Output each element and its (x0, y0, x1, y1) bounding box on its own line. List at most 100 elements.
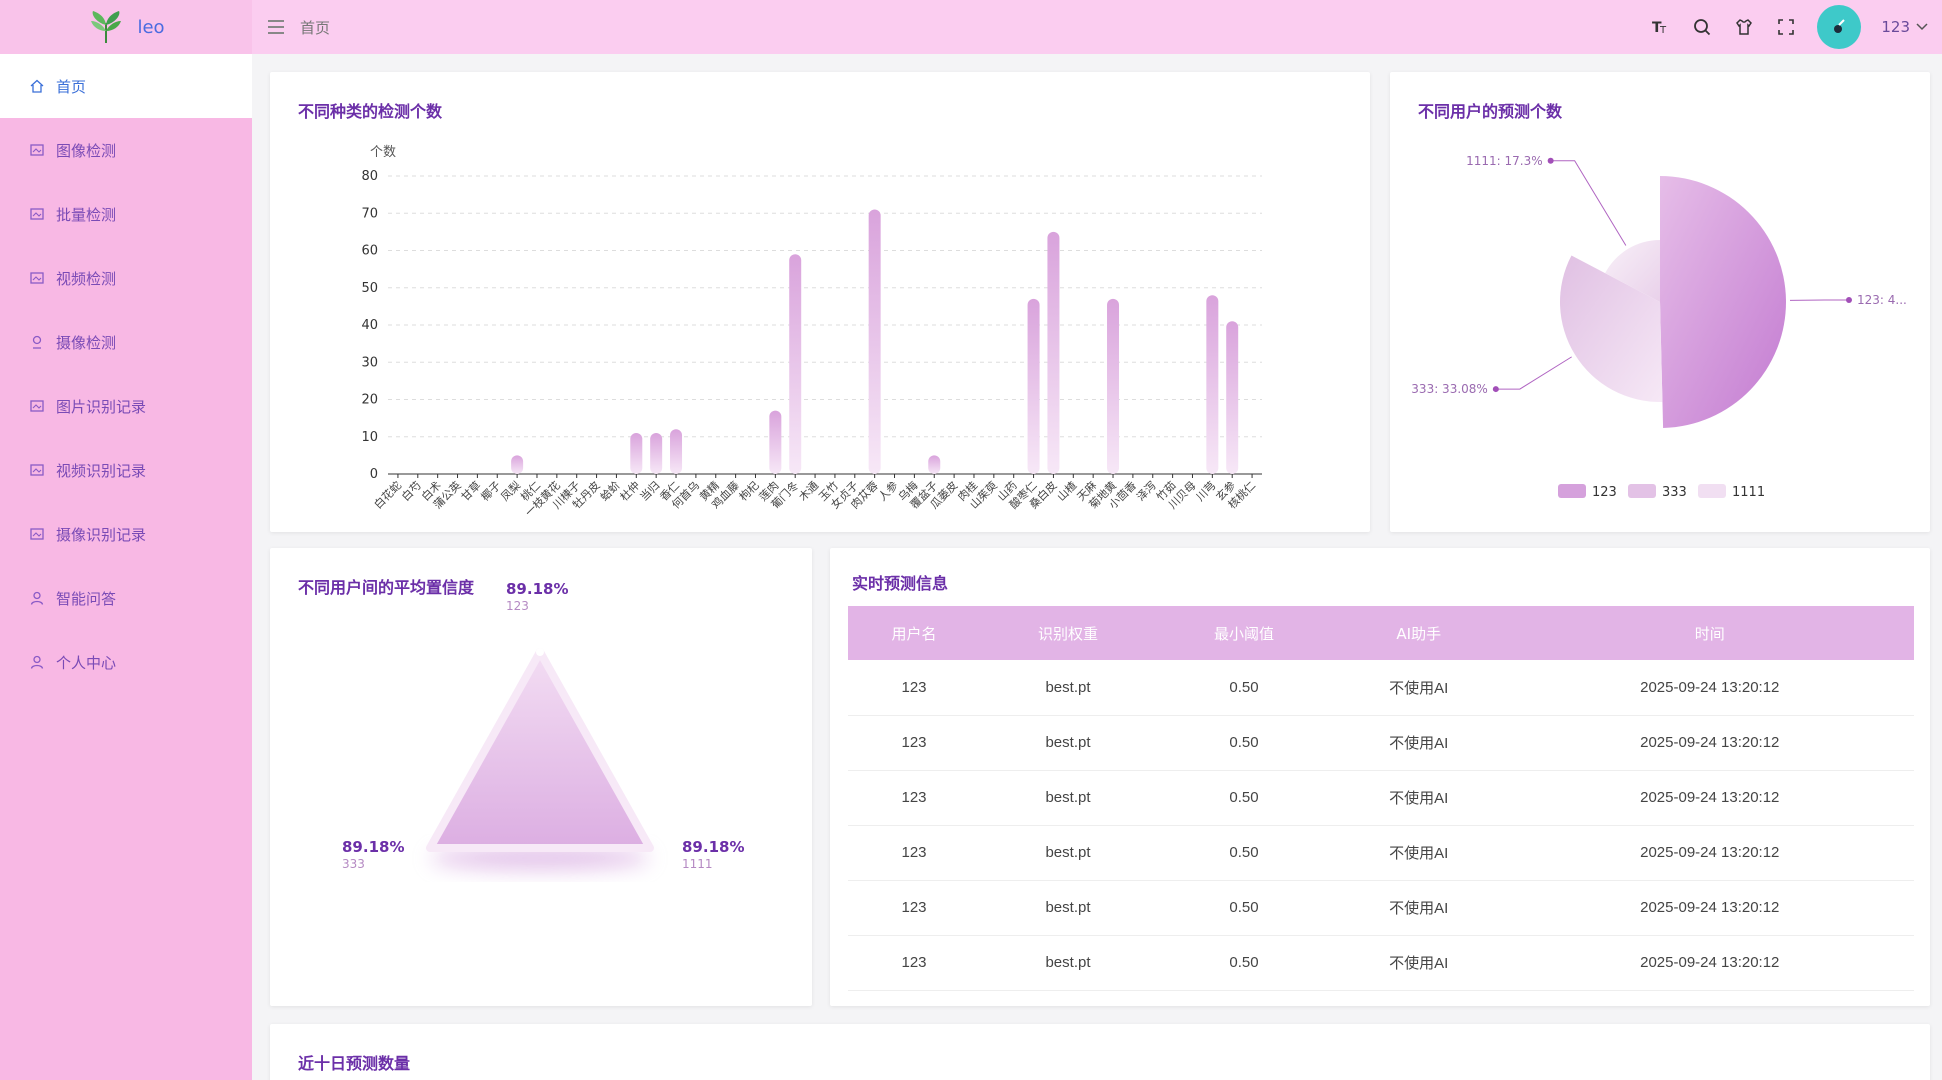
radar-point[interactable] (536, 648, 544, 656)
legend-swatch[interactable] (1558, 484, 1586, 498)
column-header[interactable]: 最小阈值 (1155, 606, 1332, 660)
legend-swatch[interactable] (1698, 484, 1726, 498)
column-header[interactable]: 识别权重 (980, 606, 1156, 660)
bar[interactable] (928, 455, 941, 474)
pie-chart-card: 不同用户的预测个数 123: 4... 333: 33.08% 1111: 17.3… (1390, 72, 1930, 532)
sidebar-item-6[interactable]: 视频识别记录 (0, 438, 252, 502)
sidebar-item-label: 视频识别记录 (56, 461, 147, 480)
sidebar-item-label: 批量检测 (56, 205, 117, 224)
sidebar-item-label: 摄像检测 (56, 333, 117, 352)
x-tick-label: 泽泻 (1134, 479, 1159, 504)
table-cell: best.pt (980, 715, 1156, 771)
radar-user-label: 123 (506, 599, 529, 613)
table-row[interactable]: 123 best.pt 0.50 不使用AI 2025-09-24 13:20:12 (848, 770, 1914, 826)
logo[interactable]: leo (0, 0, 252, 54)
pie-leader-dot (1845, 296, 1852, 303)
table-row[interactable]: 123 best.pt 0.50 不使用AI 2025-09-24 13:20:12 (848, 660, 1914, 716)
table-cell: 不使用AI (1331, 935, 1506, 991)
radar-chart-title: 不同用户间的平均置信度 (298, 578, 475, 597)
column-header[interactable]: AI助手 (1331, 606, 1506, 660)
pie-slice[interactable] (1605, 240, 1660, 302)
x-tick-label: 白芍 (398, 478, 423, 503)
x-tick-label: 凤梨 (498, 478, 523, 503)
column-header[interactable]: 时间 (1505, 606, 1914, 660)
y-tick-label: 80 (361, 169, 378, 184)
bar[interactable] (1226, 321, 1239, 474)
x-tick-label: 木通 (796, 479, 821, 504)
leaf-logo-icon (91, 11, 122, 43)
bar[interactable] (1047, 231, 1060, 474)
bar[interactable] (789, 254, 802, 474)
chevron-down-icon (1916, 23, 1928, 31)
sidebar-item-1[interactable]: 图像检测 (0, 118, 252, 182)
home-icon (30, 79, 44, 93)
radar-user-label: 333 (342, 857, 365, 871)
bar[interactable] (650, 433, 663, 474)
svg-text:T: T (1652, 20, 1662, 36)
sidebar-item-9[interactable]: 个人中心 (0, 630, 252, 694)
x-tick-label: 蛤蚧 (597, 478, 622, 503)
bar[interactable] (630, 433, 643, 474)
bar-chart: 个数01020304050607080白花蛇白芍白术蒲公英甘草椰子凤梨桃仁一枝黄… (361, 145, 1262, 519)
sidebar-item-8[interactable]: 智能问答 (0, 566, 252, 630)
pie-slice[interactable] (1660, 176, 1786, 428)
ten-day-title: 近十日预测数量 (298, 1054, 411, 1073)
user-icon (30, 655, 44, 669)
table-row[interactable]: 123 best.pt 0.50 不使用AI 2025-09-24 13:20:12 (848, 715, 1914, 771)
column-header[interactable]: 用户名 (848, 606, 980, 660)
table-cell: 2025-09-24 13:20:12 (1505, 770, 1914, 826)
y-axis-label: 个数 (370, 145, 396, 160)
bar[interactable] (769, 410, 782, 474)
bar[interactable] (1206, 295, 1219, 474)
table-cell: 不使用AI (1331, 660, 1506, 716)
prediction-table: 用户名 识别权重 最小阈值 AI助手 时间 123 best.pt 0.50 不使用AI 202… (848, 606, 1914, 991)
radar-chart-card: 不同用户间的平均置信度 89.18% 123 89.18% 333 89.18% 1111 (270, 548, 812, 1006)
bar[interactable] (1027, 298, 1040, 474)
theme-icon[interactable] (1733, 16, 1755, 38)
y-tick-label: 10 (361, 430, 378, 445)
bar[interactable] (511, 455, 524, 474)
legend-swatch[interactable] (1628, 484, 1656, 498)
bar[interactable] (1107, 298, 1120, 474)
bar[interactable] (868, 209, 881, 474)
pie-chart: 123: 4... 333: 33.08% 1111: 17.3% 123 333 111… (1411, 154, 1907, 500)
table-row[interactable]: 123 best.pt 0.50 不使用AI 2025-09-24 13:20:12 (848, 825, 1914, 881)
sidebar-item-3[interactable]: 视频检测 (0, 246, 252, 310)
ten-day-card: 近十日预测数量 (270, 1024, 1930, 1080)
sidebar-item-4[interactable]: 摄像检测 (0, 310, 252, 374)
sidebar-item-5[interactable]: 图片识别记录 (0, 374, 252, 438)
pie-leader-line (1495, 356, 1572, 390)
avatar-image-icon (1834, 19, 1846, 33)
pie-slice-label: 333: 33.08% (1411, 382, 1488, 396)
table-cell: 123 (848, 770, 980, 826)
sidebar-item-label: 智能问答 (56, 589, 117, 608)
table-cell: 0.50 (1155, 715, 1332, 771)
table-cell: best.pt (980, 935, 1156, 991)
sidebar-item-0[interactable]: 首页 (0, 54, 252, 118)
sidebar-item-2[interactable]: 批量检测 (0, 182, 252, 246)
table-row[interactable]: 123 best.pt 0.50 不使用AI 2025-09-24 13:20:12 (848, 880, 1914, 936)
table-body: 123 best.pt 0.50 不使用AI 2025-09-24 13:20:12 12… (848, 660, 1914, 991)
bar[interactable] (670, 429, 683, 474)
search-icon[interactable] (1691, 16, 1713, 38)
hamburger-menu-icon[interactable] (268, 20, 284, 34)
avatar[interactable] (1817, 5, 1862, 49)
radar-area[interactable] (426, 648, 654, 852)
sidebar-item-7[interactable]: 摄像识别记录 (0, 502, 252, 566)
pie-slice-label: 1111: 17.3% (1466, 154, 1543, 168)
x-tick-label: 甘草 (459, 479, 484, 504)
table-header-row: 用户名 识别权重 最小阈值 AI助手 时间 (848, 606, 1914, 660)
sidebar-item-label: 视频检测 (56, 269, 117, 288)
user-menu[interactable]: 123 (1881, 18, 1928, 36)
username: 123 (1881, 18, 1910, 36)
table-row[interactable]: 123 best.pt 0.50 不使用AI 2025-09-24 13:20:12 (848, 935, 1914, 991)
y-tick-label: 20 (361, 393, 378, 408)
fullscreen-icon[interactable] (1775, 16, 1797, 38)
table-cell: 123 (848, 825, 980, 881)
pie-slice[interactable] (1560, 255, 1663, 403)
radar-value-label: 89.18% (342, 838, 404, 856)
realtime-table-card: 实时预测信息 用户名 识别权重 最小阈值 AI助手 时间 123 best.pt 0.50 不… (830, 548, 1930, 1006)
legend-label: 333 (1662, 485, 1687, 500)
table-cell: best.pt (980, 825, 1156, 881)
